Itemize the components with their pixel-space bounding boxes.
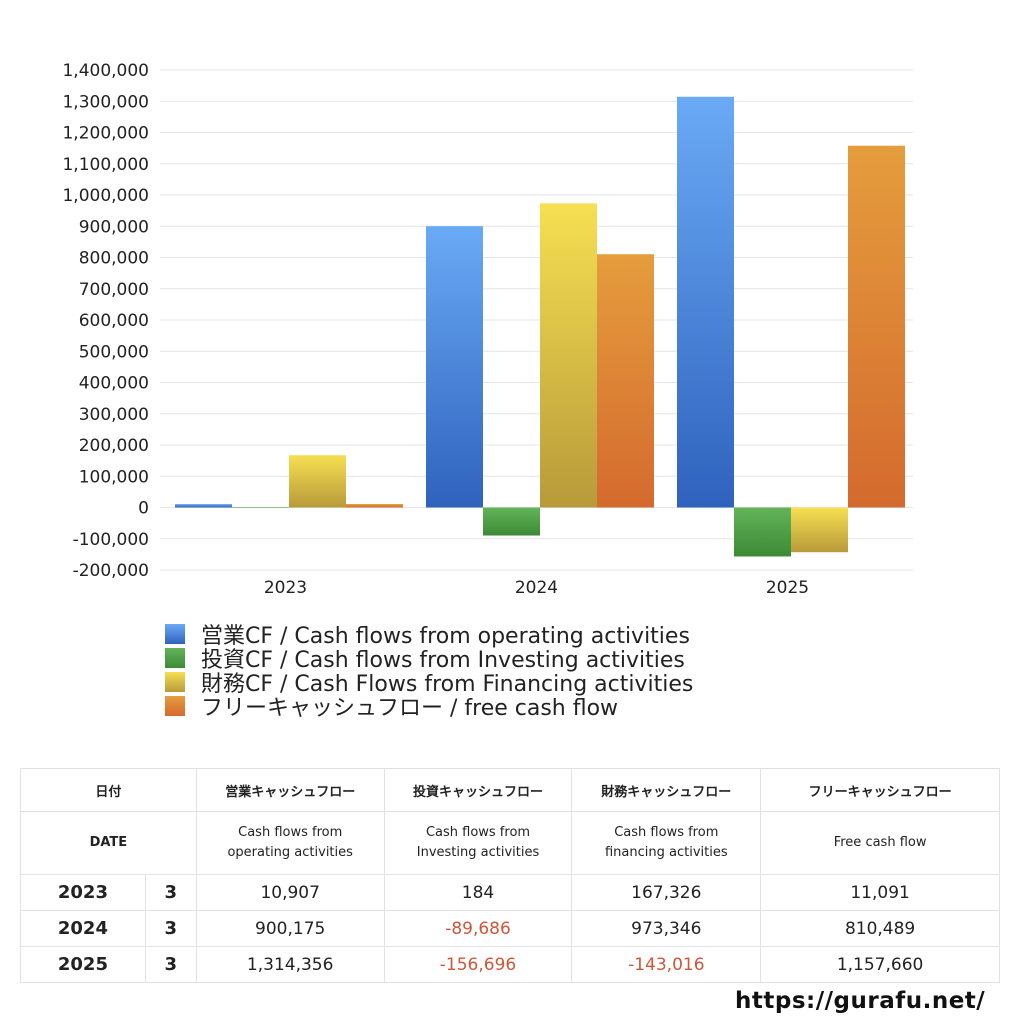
bar-free-cash-flow-2023 xyxy=(346,504,403,508)
row-month: 3 xyxy=(144,910,197,947)
y-tick-label: -100,000 xyxy=(73,530,149,550)
row-financing: 167,326 xyxy=(571,874,762,911)
row-year: 2025 xyxy=(20,946,146,983)
row-investing: 184 xyxy=(383,874,573,911)
y-tick-label: 900,000 xyxy=(79,217,149,237)
x-tick-label: 2024 xyxy=(515,578,558,598)
legend-item-operating: 営業CF / Cash flows from operating activit… xyxy=(165,622,693,649)
header-investing-jp: 投資キャッシュフロー xyxy=(383,768,573,812)
table-header-jp: 日付 営業キャッシュフロー 投資キャッシュフロー 財務キャッシュフロー フリーキ… xyxy=(20,768,1000,812)
table-row: 2024 3 900,175 -89,686 973,346 810,489 xyxy=(20,910,1000,947)
header-date-en: DATE xyxy=(20,811,197,875)
header-investing-en: Cash flows from Investing activities xyxy=(383,811,573,875)
cash-flow-table: 日付 営業キャッシュフロー 投資キャッシュフロー 財務キャッシュフロー フリーキ… xyxy=(20,768,1000,983)
chart-legend: 営業CF / Cash flows from operating activit… xyxy=(165,622,693,721)
x-tick-label: 2023 xyxy=(264,578,307,598)
y-tick-label: 1,300,000 xyxy=(62,92,149,112)
y-tick-label: 300,000 xyxy=(79,405,149,425)
row-financing: 973,346 xyxy=(571,910,762,947)
bar-operating-2024 xyxy=(426,226,483,508)
y-tick-label: 1,100,000 xyxy=(62,155,149,175)
table-row: 2023 3 10,907 184 167,326 11,091 xyxy=(20,874,1000,911)
row-fcf: 1,157,660 xyxy=(760,946,1000,983)
header-date-jp: 日付 xyxy=(20,768,197,812)
row-fcf: 810,489 xyxy=(760,910,1000,947)
bar-free-cash-flow-2025 xyxy=(848,145,905,508)
y-tick-label: 200,000 xyxy=(79,436,149,456)
row-year: 2023 xyxy=(20,874,146,911)
x-tick-label: 2025 xyxy=(766,578,809,598)
y-tick-label: 600,000 xyxy=(79,311,149,331)
bar-operating-2025 xyxy=(677,96,734,508)
table-header-en: DATE Cash flows from operating activities… xyxy=(20,811,1000,875)
row-financing: -143,016 xyxy=(571,946,762,983)
header-fcf-en: Free cash flow xyxy=(760,811,1000,875)
legend-item-investing: 投資CF / Cash flows from Investing activit… xyxy=(165,646,693,673)
legend-label-free-cash-flow: フリーキャッシュフロー / free cash flow xyxy=(201,696,619,721)
table-row: 2025 3 1,314,356 -156,696 -143,016 1,157… xyxy=(20,946,1000,983)
header-fcf-jp: フリーキャッシュフロー xyxy=(760,768,1000,812)
bar-investing-2024 xyxy=(483,507,540,536)
row-operating: 900,175 xyxy=(195,910,385,947)
legend-label-operating: 営業CF / Cash flows from operating activit… xyxy=(201,624,690,649)
y-tick-label: 1,400,000 xyxy=(62,61,149,81)
y-tick-label: 1,200,000 xyxy=(62,124,149,144)
legend-item-financing: 財務CF / Cash Flows from Financing activit… xyxy=(165,670,693,697)
row-month: 3 xyxy=(144,874,197,911)
legend-item-free-cash-flow: フリーキャッシュフロー / free cash flow xyxy=(165,694,693,721)
legend-swatch-operating xyxy=(165,624,185,644)
row-operating: 1,314,356 xyxy=(195,946,385,983)
header-operating-en: Cash flows from operating activities xyxy=(195,811,385,875)
row-month: 3 xyxy=(144,946,197,983)
header-financing-en: Cash flows from financing activities xyxy=(571,811,762,875)
y-tick-label: 100,000 xyxy=(79,467,149,487)
row-investing: -156,696 xyxy=(383,946,573,983)
legend-swatch-financing xyxy=(165,672,185,692)
bar-investing-2023 xyxy=(232,507,289,508)
y-tick-label: 700,000 xyxy=(79,280,149,300)
y-tick-label: 800,000 xyxy=(79,249,149,269)
site-url-link[interactable]: https://gurafu.net/ xyxy=(735,988,986,1014)
row-investing: -89,686 xyxy=(383,910,573,947)
bar-financing-2023 xyxy=(289,455,346,508)
bar-financing-2025 xyxy=(791,507,848,553)
row-fcf: 11,091 xyxy=(760,874,1000,911)
legend-label-financing: 財務CF / Cash Flows from Financing activit… xyxy=(201,672,694,697)
y-tick-label: 0 xyxy=(138,499,149,519)
bar-financing-2024 xyxy=(540,203,597,508)
header-operating-jp: 営業キャッシュフロー xyxy=(195,768,385,812)
header-financing-jp: 財務キャッシュフロー xyxy=(571,768,762,812)
y-tick-label: -200,000 xyxy=(73,561,149,581)
bar-free-cash-flow-2024 xyxy=(597,254,654,508)
row-operating: 10,907 xyxy=(195,874,385,911)
cash-flow-chart: 1,400,000 1,300,000 1,200,000 1,100,000 1,00… xyxy=(62,61,913,598)
row-year: 2024 xyxy=(20,910,146,947)
y-tick-label: 400,000 xyxy=(79,374,149,394)
y-tick-label: 500,000 xyxy=(79,342,149,362)
y-tick-label: 1,000,000 xyxy=(62,186,149,206)
legend-label-investing: 投資CF / Cash flows from Investing activit… xyxy=(201,648,685,673)
bar-investing-2025 xyxy=(734,507,791,557)
bar-operating-2023 xyxy=(175,504,232,508)
legend-swatch-free-cash-flow xyxy=(165,696,185,716)
legend-swatch-investing xyxy=(165,648,185,668)
